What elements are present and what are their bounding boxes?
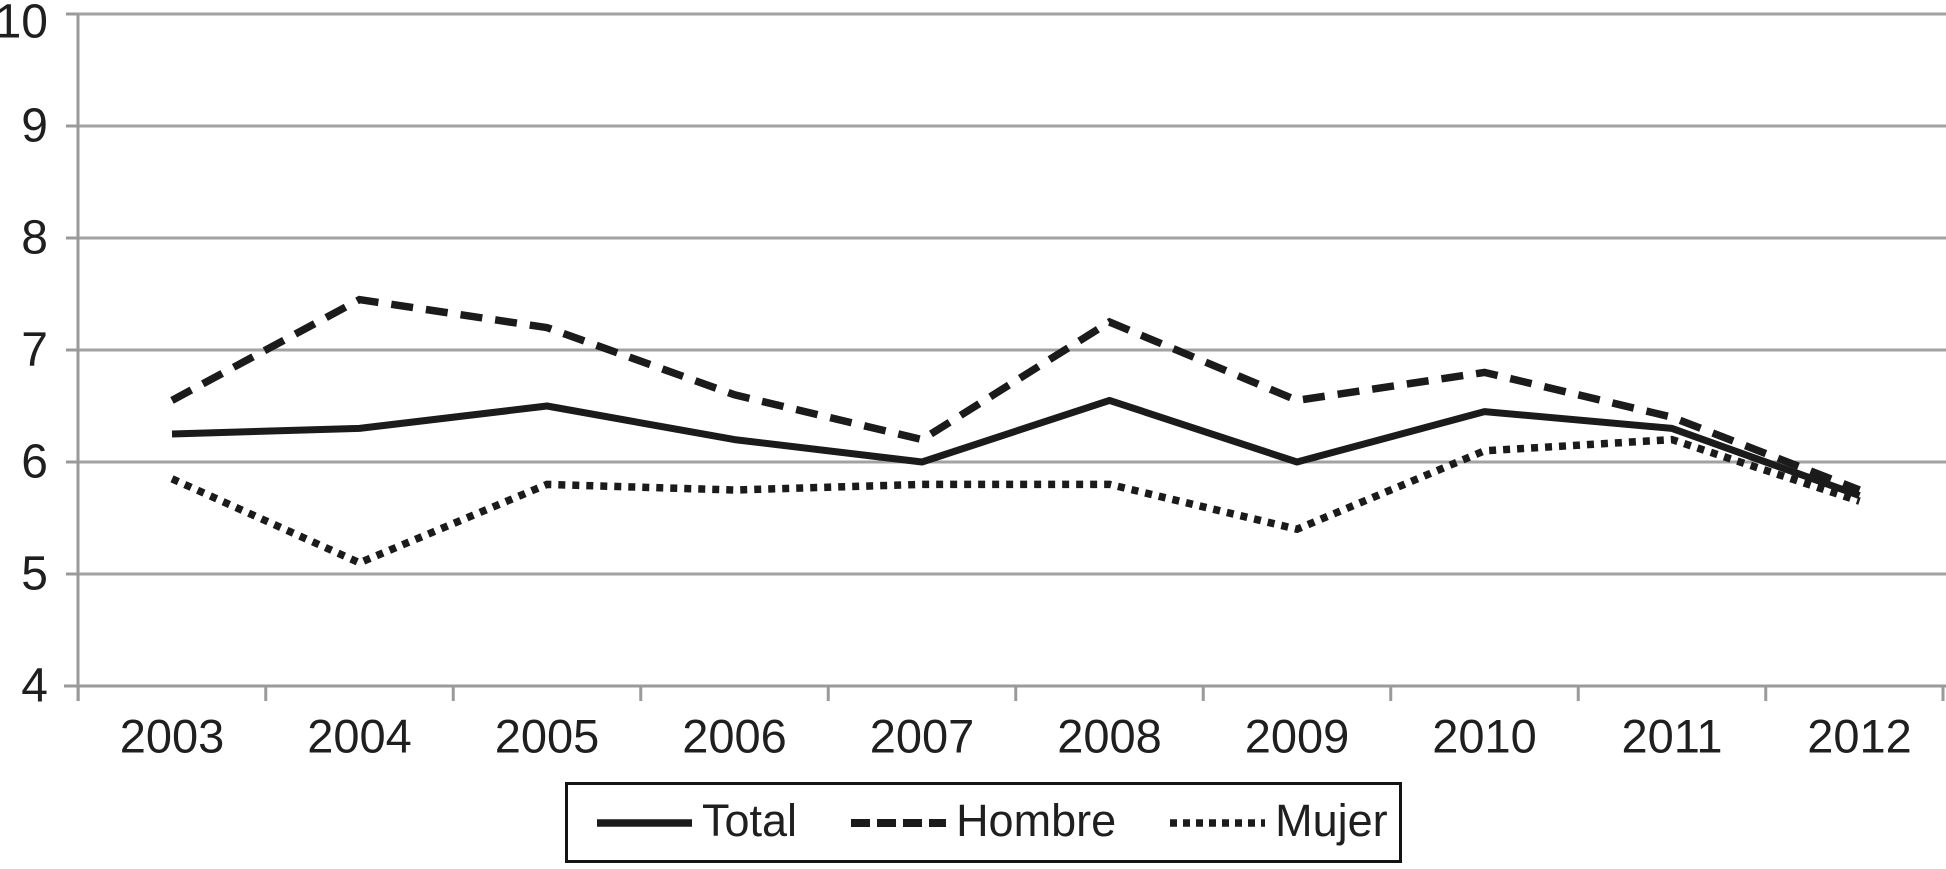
hombre-line-swatch	[851, 818, 947, 827]
chart-legend: Total Hombre Mujer	[565, 782, 1402, 863]
x-axis-label-2011: 2011	[1621, 710, 1722, 763]
y-axis-label-4: 4	[21, 660, 48, 713]
y-axis-label-8: 8	[21, 212, 48, 265]
x-axis-label-2007: 2007	[870, 710, 975, 763]
y-axis-label-10: 10	[0, 0, 48, 49]
y-axis-label-7: 7	[21, 324, 48, 377]
total-line-swatch	[597, 818, 692, 827]
legend-label-total: Total	[702, 795, 798, 846]
y-axis-label-6: 6	[21, 436, 48, 489]
x-axis-label-2005: 2005	[495, 710, 600, 763]
x-axis-label-2008: 2008	[1057, 710, 1162, 763]
y-axis-label-9: 9	[21, 100, 48, 153]
series-line-mujer	[170, 435, 1861, 567]
x-axis-label-2009: 2009	[1245, 710, 1350, 763]
series-line-total	[171, 396, 1861, 499]
x-axis-label-2003: 2003	[120, 710, 225, 763]
legend-item-mujer: Mujer	[1170, 798, 1388, 847]
x-axis-label-2012: 2012	[1807, 710, 1912, 763]
legend-item-hombre: Hombre	[851, 798, 1116, 847]
legend-item-total: Total	[597, 798, 797, 847]
x-axis-label-2006: 2006	[682, 710, 787, 763]
x-axis-label-2010: 2010	[1432, 710, 1537, 763]
mujer-line-swatch	[1170, 818, 1266, 827]
legend-label-mujer: Mujer	[1275, 795, 1388, 846]
y-axis-label-5: 5	[21, 548, 48, 601]
x-axis-label-2004: 2004	[307, 710, 412, 763]
legend-label-hombre: Hombre	[956, 795, 1117, 846]
